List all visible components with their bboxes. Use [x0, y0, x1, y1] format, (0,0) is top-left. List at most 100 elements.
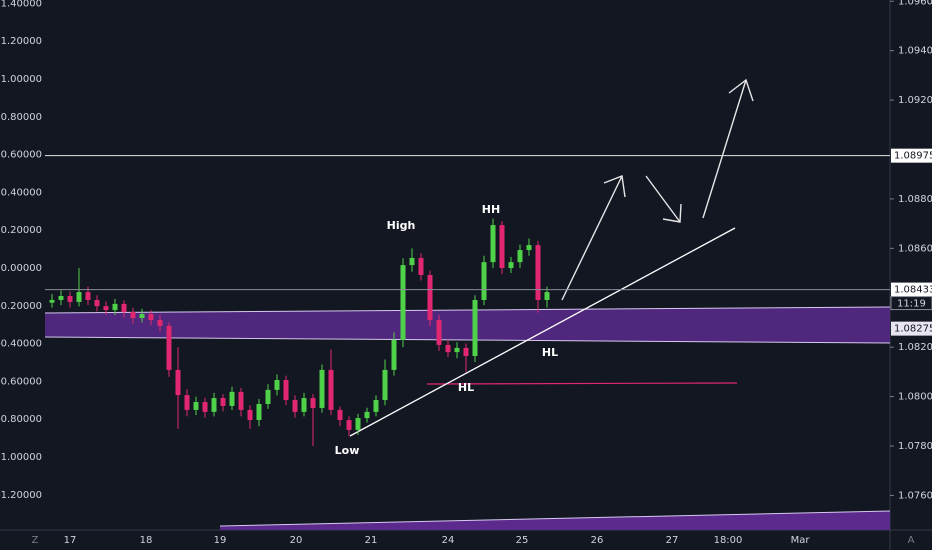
toolbar-icon[interactable]: A: [908, 535, 915, 546]
candle-body: [148, 314, 154, 320]
arrow: [645, 175, 681, 223]
projection-arrows: [561, 78, 754, 301]
candle-body: [76, 292, 82, 302]
candle-body: [418, 257, 424, 276]
candle-body: [391, 339, 397, 370]
y2-tick-label: -0.20000: [0, 301, 42, 312]
y-tick-label: 1.07800: [898, 441, 932, 452]
candle-body: [247, 409, 253, 421]
candle-body: [490, 225, 496, 263]
candle-body: [535, 245, 541, 300]
candle-body: [301, 398, 307, 412]
candle-body: [202, 402, 208, 412]
price-level-box: [891, 282, 932, 297]
y2-tick-label: -0.40000: [0, 339, 42, 350]
y-tick-label: 1.08600: [898, 243, 932, 254]
candle-body: [427, 275, 433, 320]
channel-bottom: [44, 336, 891, 344]
channel-top: [44, 306, 891, 314]
candle-body: [85, 292, 91, 300]
candle-body: [49, 299, 55, 303]
y-tick-label: 1.07600: [898, 490, 932, 501]
candle-body: [373, 400, 379, 412]
x-tick-label: 19: [214, 535, 227, 546]
y2-tick-label: -1.20000: [0, 490, 42, 501]
lower-band: [220, 511, 890, 530]
y-tick-label: 1.08800: [898, 194, 932, 205]
x-tick-label: 17: [64, 535, 77, 546]
candle-body: [283, 380, 289, 401]
candle-body: [526, 245, 532, 251]
candle-body: [103, 306, 109, 311]
candle-body: [211, 398, 217, 412]
candle-body: [481, 262, 487, 300]
x-tick-label: 20: [290, 535, 303, 546]
y2-tick-label: -0.60000: [0, 376, 42, 387]
candle-body: [337, 409, 343, 421]
candle-body: [184, 395, 190, 410]
price-level-label: 1.08275: [894, 324, 932, 335]
x-tick-label: 25: [516, 535, 529, 546]
candle-body: [508, 262, 514, 269]
candle-body: [436, 319, 442, 345]
x-tick-label: 27: [666, 535, 679, 546]
candle-body: [454, 347, 460, 353]
candles: [49, 218, 550, 446]
y-tick-label: 1.08000: [898, 392, 932, 403]
x-tick-label: Mar: [791, 535, 811, 546]
y2-tick-label: 1.40000: [1, 0, 42, 9]
candle-body: [463, 347, 469, 357]
candle-body: [94, 299, 100, 307]
price-level-box: [891, 321, 932, 336]
arrow: [561, 175, 623, 301]
countdown-box: [890, 296, 932, 311]
candle-body: [355, 418, 361, 430]
candle-body: [409, 257, 415, 266]
candle-body: [229, 391, 235, 406]
candle-body: [292, 400, 298, 412]
candle-body: [364, 411, 370, 419]
y2-tick-label: 0.20000: [1, 225, 42, 236]
lower-band-edge: [219, 510, 891, 527]
y-tick-label: 1.08200: [898, 342, 932, 353]
candle-body: [67, 296, 73, 302]
annotation: HH: [482, 203, 500, 216]
candle-body: [220, 398, 226, 406]
candle-body: [310, 398, 316, 408]
annotation: Low: [335, 444, 360, 457]
arrow-head: [728, 78, 754, 102]
y2-tick-label: -1.00000: [0, 452, 42, 463]
toolbar-icon[interactable]: Z: [32, 535, 39, 546]
trend-line: [349, 227, 736, 437]
candle-body: [400, 265, 406, 340]
y2-tick-label: 0.80000: [1, 112, 42, 123]
candle-body: [139, 314, 145, 318]
candle-body: [166, 325, 172, 370]
candle-body: [445, 344, 451, 353]
arrow-head: [603, 175, 626, 198]
arrow-head: [662, 203, 682, 223]
candle-body: [193, 402, 199, 410]
candle-body: [265, 389, 271, 404]
y-tick-label: 1.09400: [898, 46, 932, 57]
candle-body: [346, 420, 352, 430]
candle-body: [382, 369, 388, 401]
candle-body: [517, 250, 523, 263]
countdown-label: 11:19: [897, 299, 926, 310]
price-level-box: [891, 148, 932, 163]
annotation: HL: [458, 381, 474, 394]
candle-body: [328, 369, 334, 410]
price-level-label: 1.08975: [894, 151, 932, 162]
candle-body: [121, 303, 127, 313]
x-tick-label: 21: [365, 535, 378, 546]
y2-tick-label: 1.20000: [1, 36, 42, 47]
annotation: High: [387, 219, 416, 232]
candle-body: [175, 369, 181, 396]
price-level-label: 1.08433: [894, 285, 932, 296]
candle-body: [157, 319, 163, 326]
x-tick-label: 18:00: [714, 535, 743, 546]
y2-tick-label: 0.40000: [1, 187, 42, 198]
y2-tick-label: -0.80000: [0, 414, 42, 425]
